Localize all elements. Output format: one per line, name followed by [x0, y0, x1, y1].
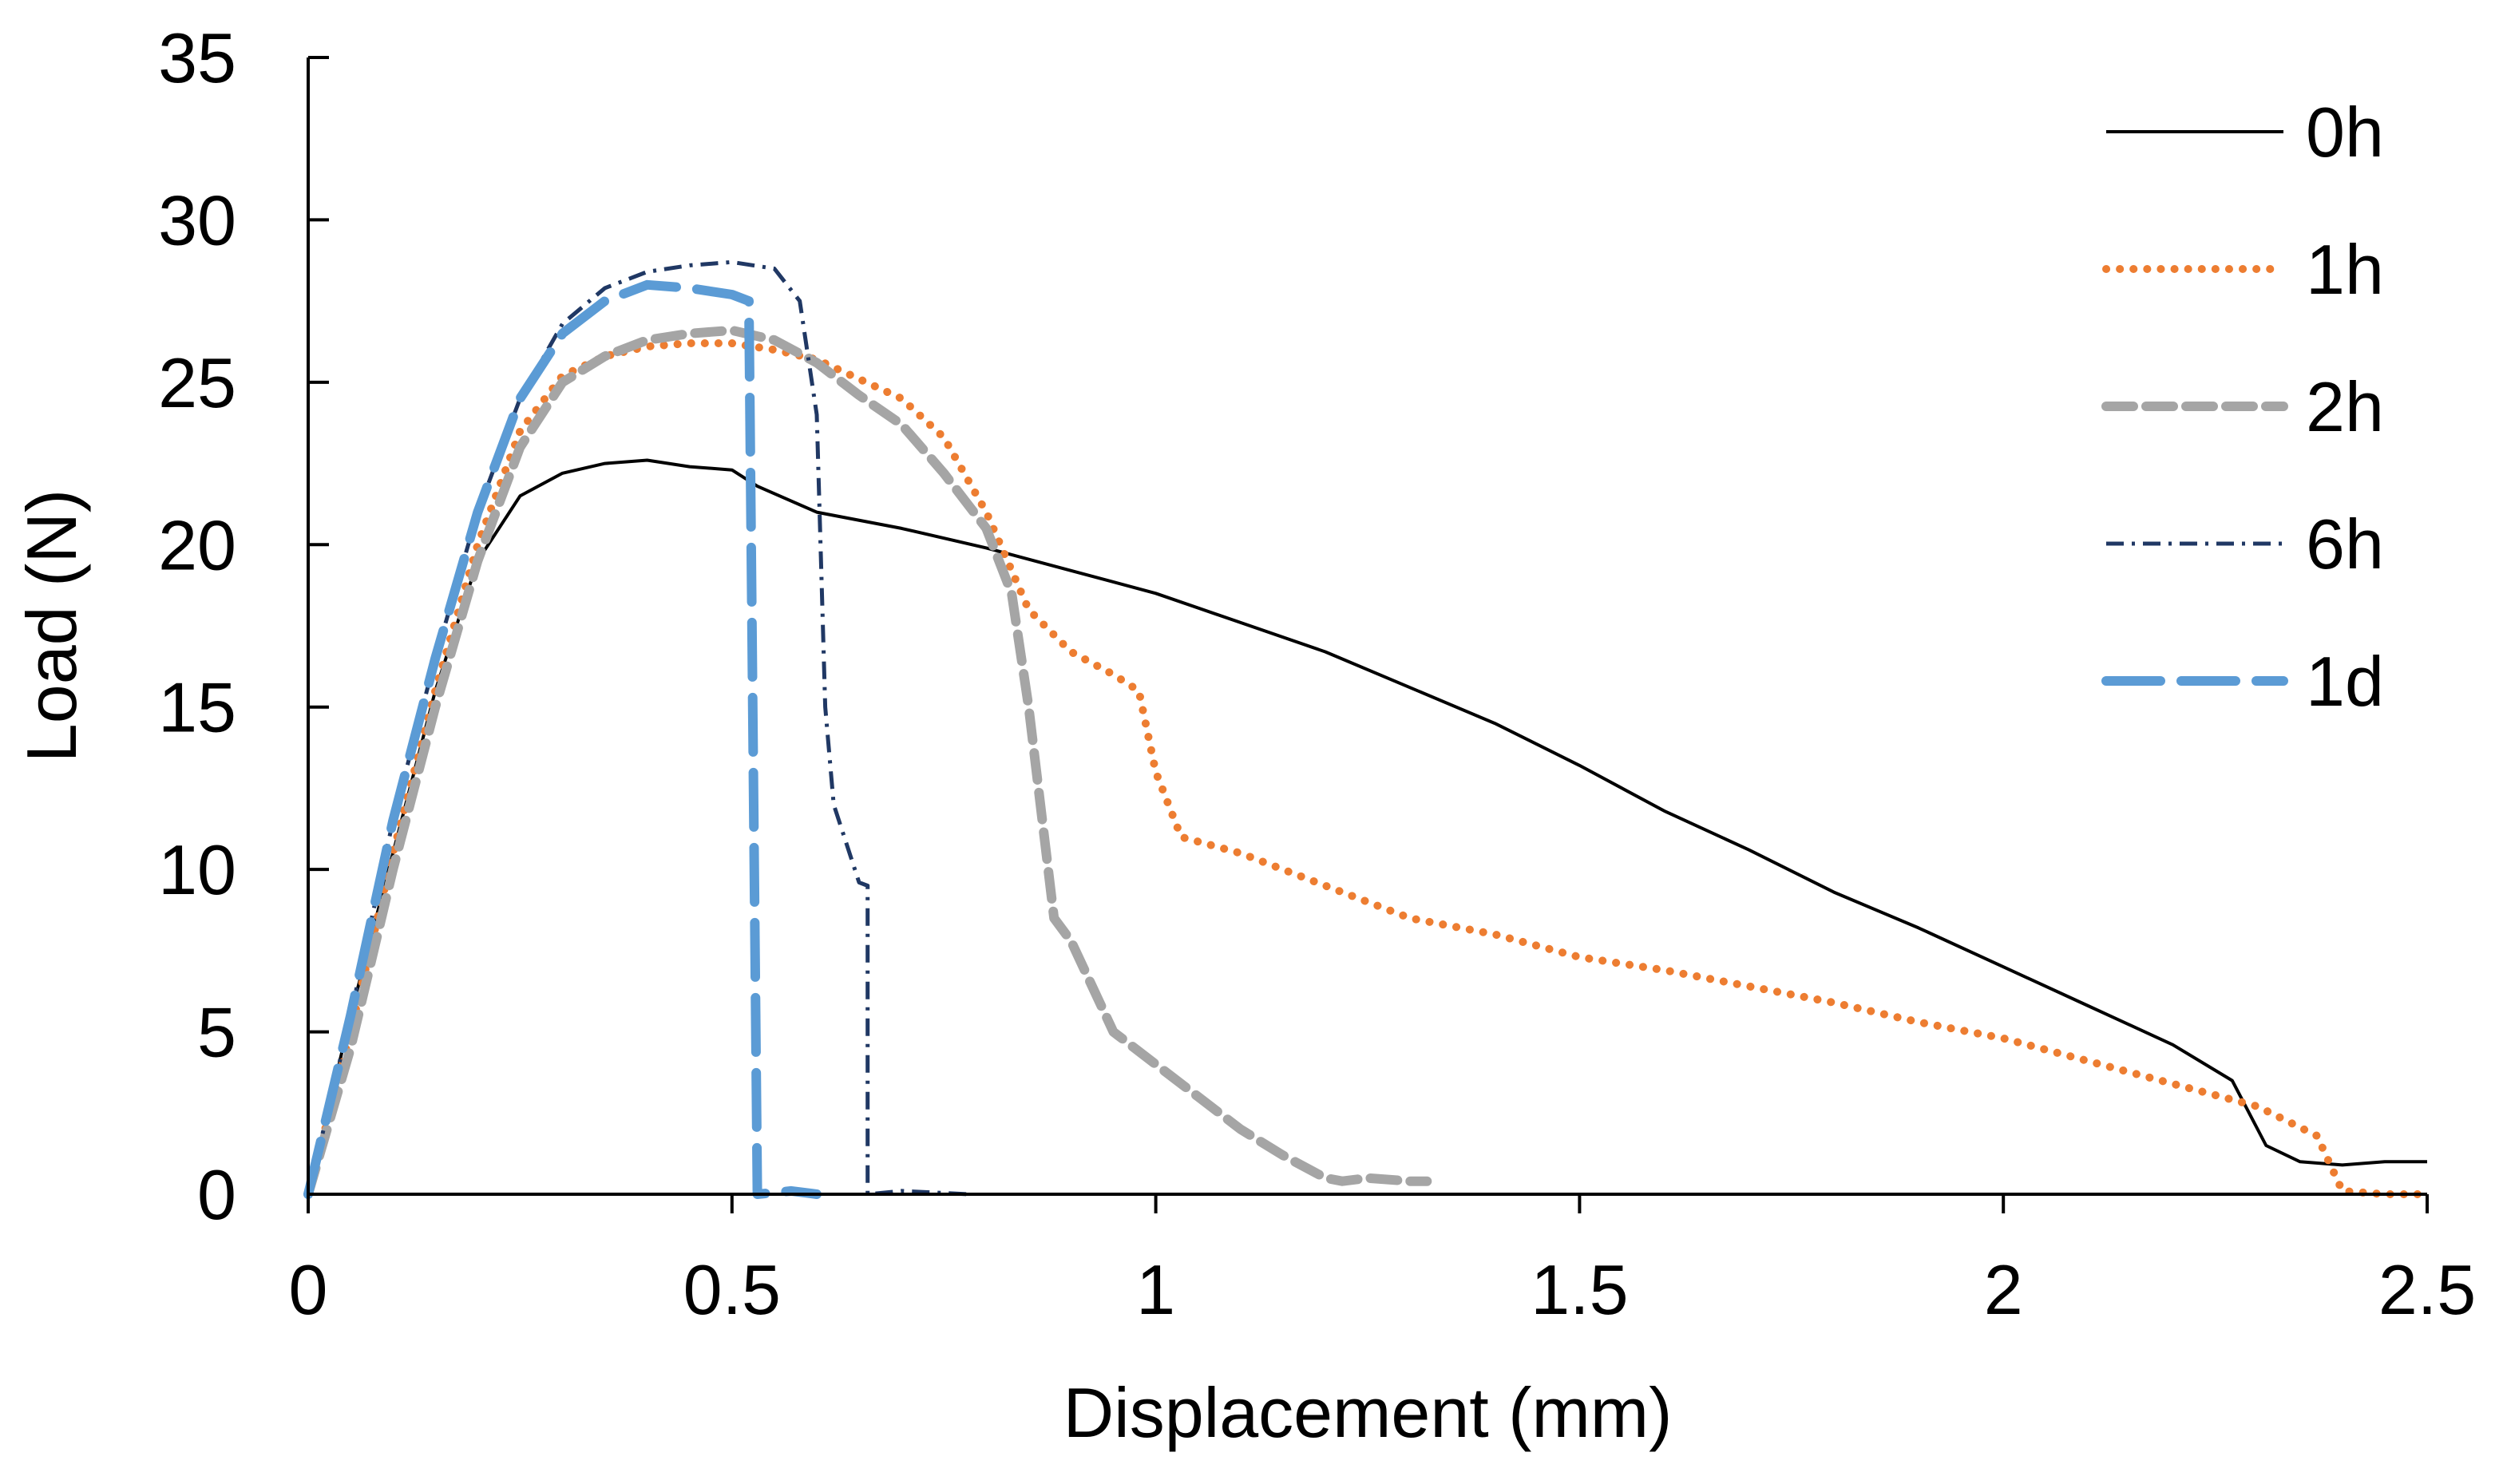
legend: 0h 1h 2h 6h 1d [2101, 93, 2384, 721]
series-line-0h [307, 458, 2427, 1195]
x-tick-label: 2 [1984, 1250, 2023, 1329]
x-tick-label: 0 [289, 1250, 328, 1329]
x-tick-label: 1.5 [1531, 1250, 1628, 1329]
y-tick-label: 15 [158, 668, 236, 747]
y-tick-label: 10 [158, 830, 236, 909]
legend-label-1h: 1h [2306, 230, 2384, 309]
y-tick-label: 25 [158, 343, 236, 422]
series-line-1d [303, 279, 822, 1199]
y-tick-label: 35 [158, 18, 236, 97]
series-line-1h [304, 339, 2431, 1198]
y-tick-label: 5 [197, 993, 236, 1072]
axes-group [307, 57, 2427, 1196]
series-line-2h [303, 325, 1432, 1199]
y-tick-label: 30 [158, 180, 236, 259]
y-axis-title: Load (N) [12, 489, 91, 762]
legend-label-6h: 6h [2306, 505, 2384, 584]
legend-label-0h: 0h [2306, 93, 2384, 172]
x-tick-label: 0.5 [683, 1250, 781, 1329]
x-tick-label: 1 [1136, 1250, 1175, 1329]
legend-label-2h: 2h [2306, 367, 2384, 446]
ticks-group [307, 56, 2429, 1213]
x-tick-label: 2.5 [2378, 1250, 2476, 1329]
legend-label-1d: 1d [2306, 642, 2384, 721]
series-group [303, 259, 2431, 1199]
tick-labels-group: 0 5 10 15 20 25 30 35 0 0.5 1 1.5 2 2.5 [158, 18, 2476, 1329]
y-tick-label: 20 [158, 505, 236, 584]
y-tick-label: 0 [197, 1155, 236, 1234]
x-axis-title: Displacement (mm) [1063, 1373, 1673, 1452]
